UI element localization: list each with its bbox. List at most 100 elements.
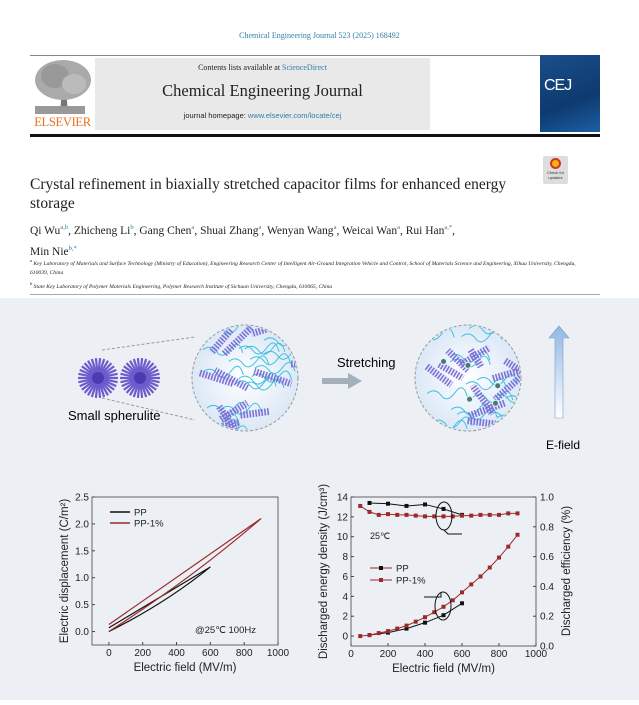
y-tick-label: 2.0 [75,519,89,530]
x-tick-label: 400 [168,648,185,659]
sciencedirect-link[interactable]: ScienceDirect [282,63,327,72]
chain [517,336,520,349]
update-icon [550,158,561,169]
check-for-updates-button[interactable]: Check for updates [543,156,568,184]
e-field-arrow-icon [548,325,570,419]
y-tick-label: 6 [342,572,348,583]
author[interactable]: Qi Wua,b [30,224,69,237]
spherulite-illustration [78,357,160,399]
data-point [376,631,381,636]
data-point [423,620,427,625]
data-point [497,555,501,560]
chart-annotation: 25℃ [370,531,390,541]
contents-label: Contents lists available at [198,63,283,72]
x-tick-label: 1000 [267,648,290,659]
homepage-link[interactable]: www.elsevier.com/locate/cej [247,111,342,120]
y-tick-label: 1.0 [75,573,89,584]
data-point [423,514,427,519]
data-point [469,513,474,518]
series-group-ellipse [434,591,452,621]
author[interactable]: Shuai Zhanga [200,224,262,237]
chain [238,342,280,355]
affiliations: a Key Laboratory of Materials and Surfac… [30,256,590,292]
y-right-tick-label: 0.0 [540,642,554,653]
particle [464,361,472,369]
y-axis-label: Electric displacement (C/m²) [59,499,71,644]
lamella [445,348,471,373]
spherulite-core [92,372,104,384]
author[interactable]: Weicai Wana [342,224,400,237]
lamella [197,369,236,388]
data-point [367,633,372,638]
graphical-abstract-figure: Small spherulite Stretching E-field 0 200… [59,324,580,675]
data-point [358,503,363,508]
y-right-tick-label: 0.4 [540,582,554,593]
data-point [450,598,455,603]
author[interactable]: Zhicheng Lib [73,224,134,237]
affiliation: a Key Laboratory of Materials and Surfac… [30,258,576,277]
series-line [369,502,463,516]
y-right-tick-label: 0.6 [540,552,554,563]
right-axis-arrow-icon [443,529,462,535]
chain [293,423,297,430]
lamella [238,407,271,419]
e-field-label: E-field [546,438,580,452]
elsevier-logo: ELSEVIER [30,58,95,130]
author[interactable]: Gang Chena [139,224,195,237]
check-updates-label: Check for updates [546,170,565,180]
data-point [460,590,464,595]
divider [30,294,600,295]
lamella [285,414,297,430]
journal-citation: Chemical Engineering Journal 523 (2025) … [239,31,400,40]
divider [30,134,600,137]
series-PP-loop [108,566,211,633]
lamella [467,347,484,369]
data-point [478,512,483,517]
energy-density-chart: 0 200 400 600 800 1000 0 2 4 6 8 10 12 14 Electric fie… [318,484,573,675]
chain [249,353,291,366]
stretching-label: Stretching [337,355,396,370]
x-tick-label: 800 [491,649,508,660]
lamella [424,363,454,388]
author[interactable]: Wenyan Wanga [266,224,337,237]
y-right-tick-label: 0.8 [540,522,554,533]
data-point [386,629,390,634]
author[interactable]: Rui Hana,* [405,224,453,237]
lamella-group [197,326,297,430]
legend-marker [379,566,383,570]
journal-title: Chemical Engineering Journal [162,81,363,100]
series-line [360,534,518,637]
lamella [213,367,250,392]
x-tick-label: 400 [417,649,434,660]
journal-cover[interactable]: CEJ [540,55,600,132]
data-point [515,532,520,537]
author[interactable]: Min Nieb,* [30,244,77,258]
particle [466,395,474,403]
plot-frame [350,496,537,647]
series-PP-1%-loop [108,518,262,633]
legend-marker [379,578,383,582]
data-point [376,512,381,517]
x-tick-label: 1000 [525,649,548,660]
data-point [441,613,446,618]
divider [30,55,540,56]
chain [228,355,270,368]
lamella [253,368,293,388]
data-point [432,514,437,519]
x-tick-label: 200 [380,649,397,660]
data-point [367,500,372,505]
chain [263,347,297,360]
series-line [369,602,463,636]
y-tick-label: 0.5 [75,600,89,611]
data-point [404,512,409,517]
legend-label: PP-1% [396,576,426,587]
data-point [358,634,363,639]
author-list: Qi Wua,b, Zhicheng Lib, Gang Chena, Shua… [30,224,456,258]
chart-annotation: @25℃ 100Hz [195,625,256,636]
data-point [395,512,400,517]
x-tick-label: 0 [106,648,112,659]
data-point [460,513,464,518]
chain [426,387,468,400]
data-point [423,615,427,620]
stretching-arrow-icon [322,373,362,389]
